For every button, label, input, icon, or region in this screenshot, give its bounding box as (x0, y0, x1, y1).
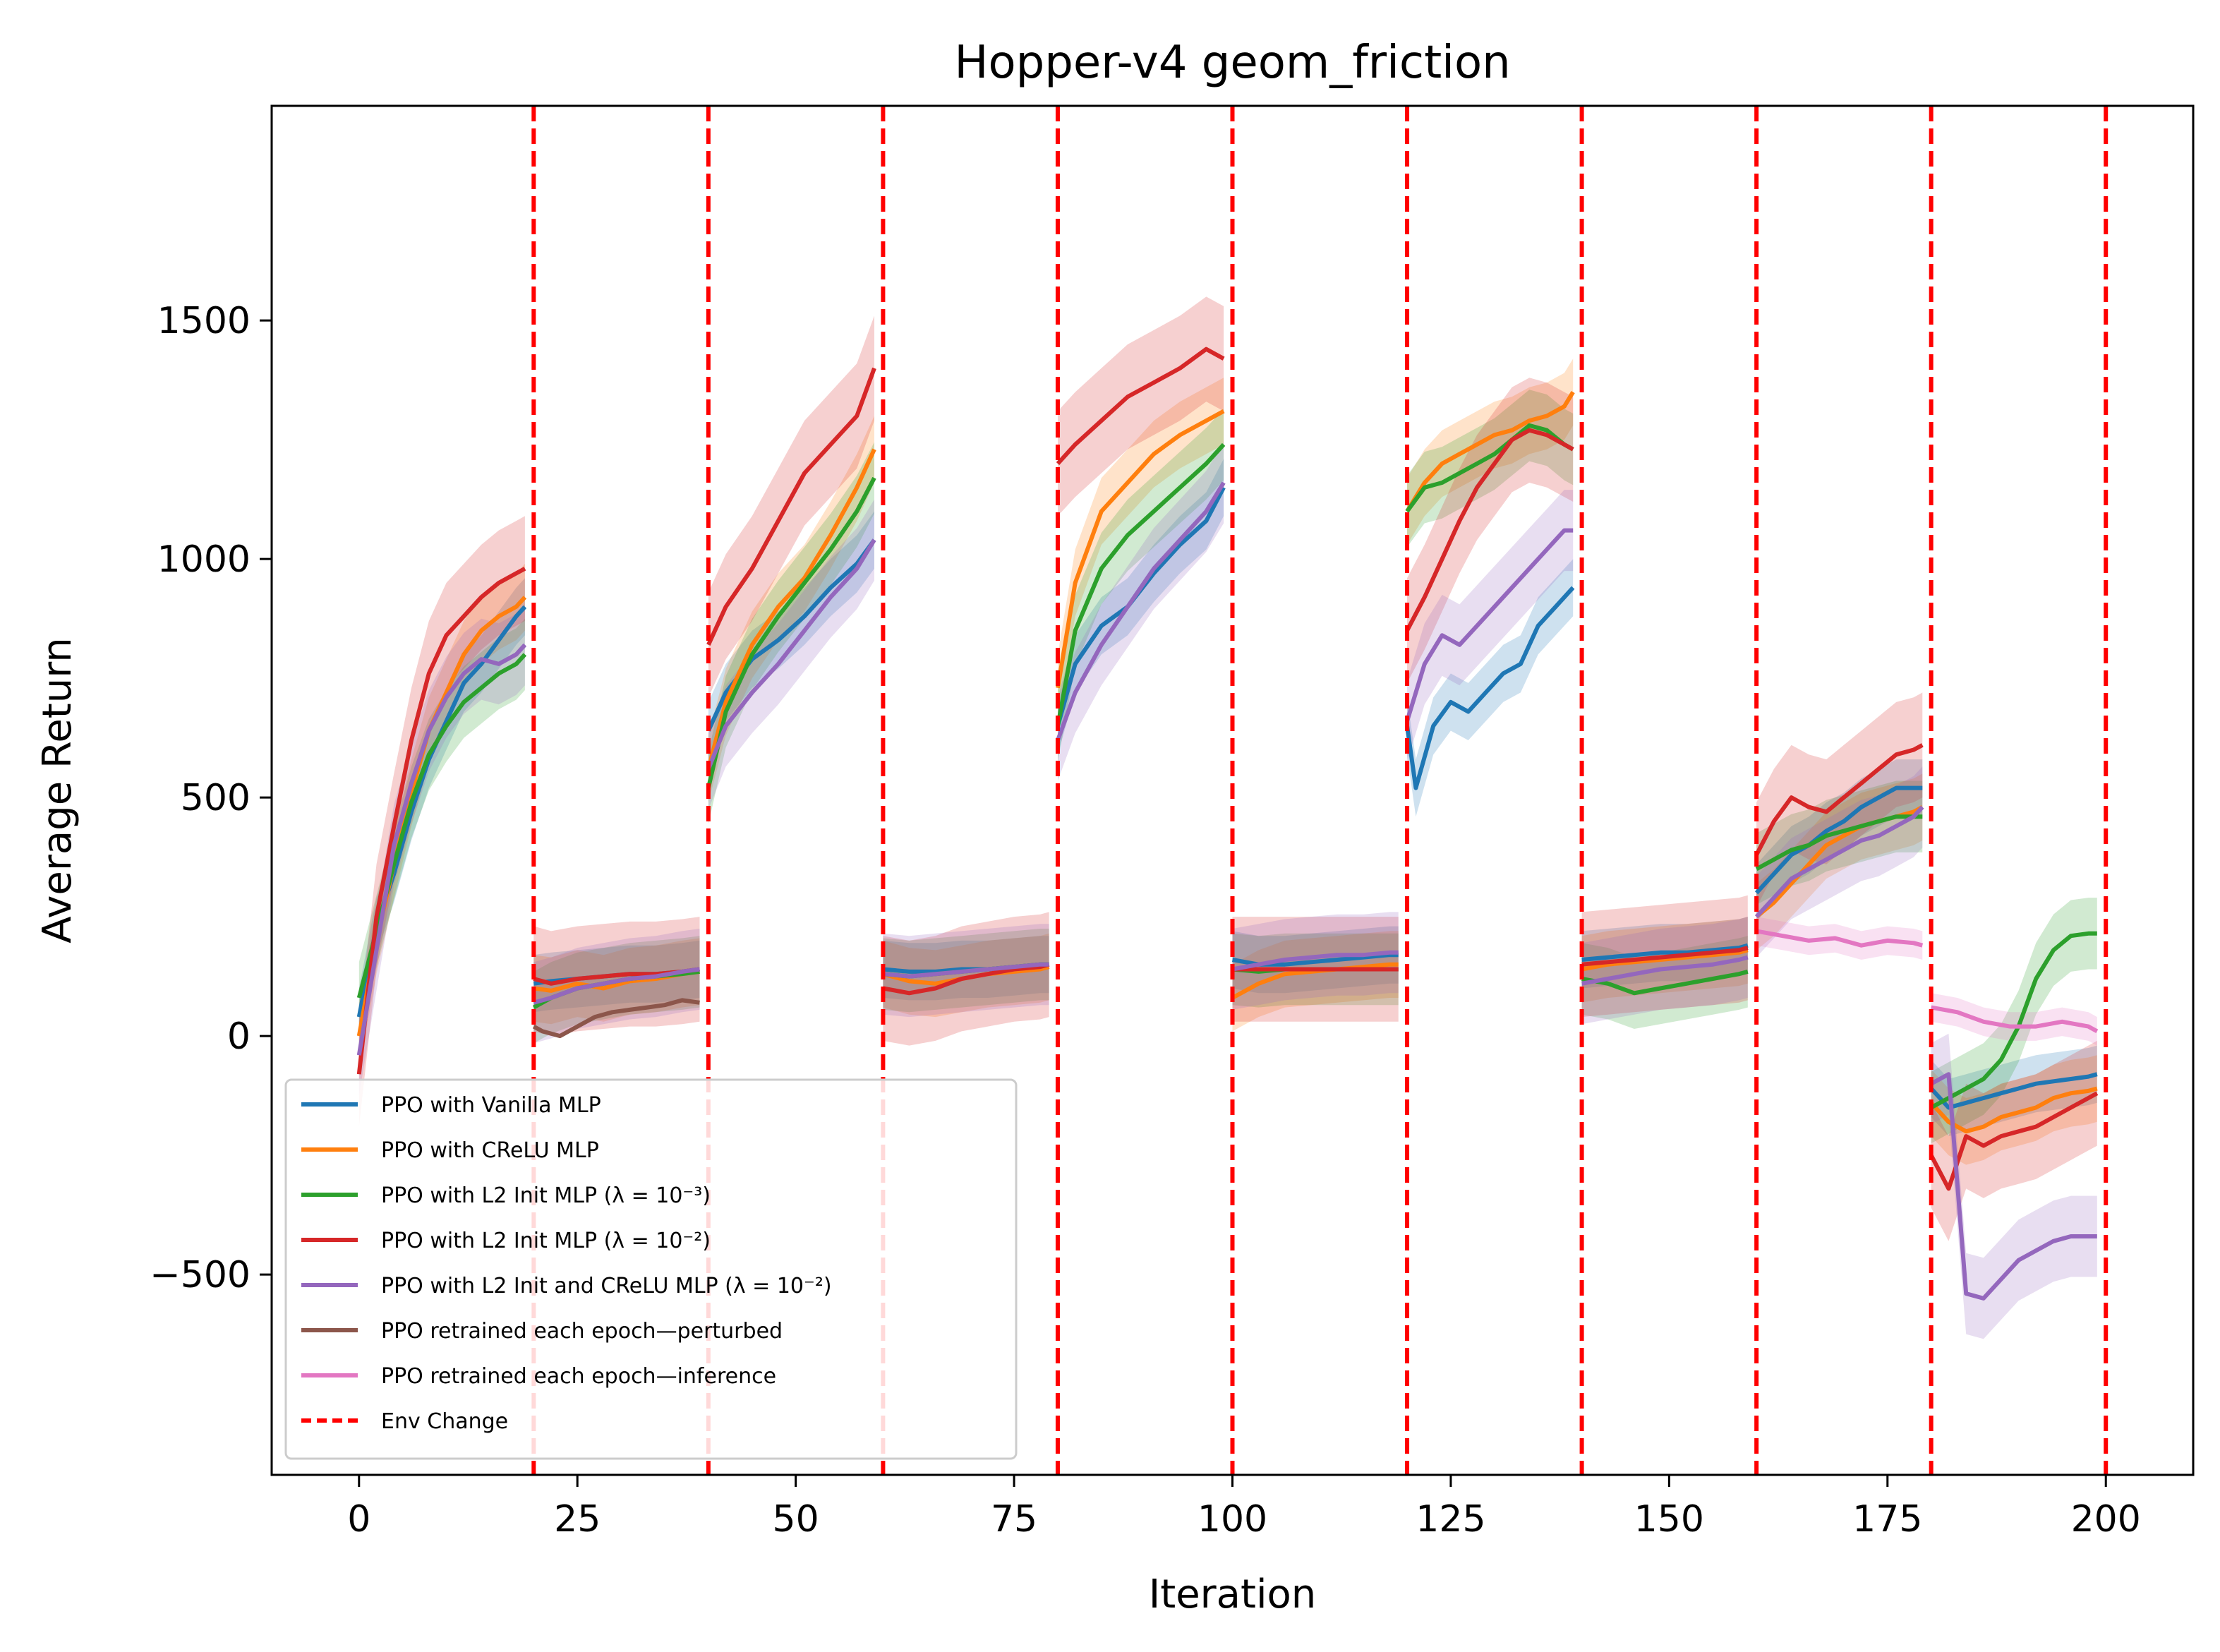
series-2-band (1058, 409, 1224, 762)
series-4-line (1056, 481, 1226, 742)
series-4-line (1754, 805, 1924, 919)
series-3-line (882, 962, 1050, 996)
x-tick-label: 125 (1416, 1498, 1485, 1541)
series-2-line (706, 476, 876, 789)
series-4-line (1231, 950, 1399, 972)
series-0-line (1405, 586, 1575, 790)
series-5-line (532, 998, 700, 1039)
x-tick-label: 0 (347, 1498, 370, 1541)
series-3-line (356, 567, 526, 1075)
series-4-band (1058, 442, 1224, 781)
series-1-line (1405, 391, 1575, 513)
y-tick-label: 1000 (157, 538, 251, 581)
series-6-band (1931, 993, 2097, 1046)
series-1-band (1407, 358, 1574, 545)
series-1-band (1756, 773, 1923, 951)
series-1-line (1581, 948, 1749, 972)
series-0-line (1929, 1072, 2098, 1110)
series-4-line (883, 962, 1049, 979)
lines-layer (356, 346, 2099, 1301)
legend-box (284, 1078, 1018, 1460)
y-axis-label: Average Return (35, 637, 80, 943)
x-tick-label: 25 (554, 1498, 601, 1541)
series-3-band (1058, 296, 1224, 517)
series-3-line (1056, 346, 1225, 466)
x-tick-label: 100 (1198, 1498, 1267, 1541)
series-4-band (1756, 766, 1923, 958)
legend-label: PPO with L2 Init and CReLU MLP (λ = 10⁻²… (381, 1274, 832, 1298)
series-3-band (708, 315, 874, 698)
y-tick-label: 0 (227, 1015, 251, 1058)
series-1-band (883, 933, 1049, 1018)
series-0-line (1581, 943, 1749, 962)
y-tick-label: −500 (150, 1254, 251, 1296)
series-4-line (356, 643, 527, 1056)
legend: PPO with Vanilla MLP PPO with CReLU MLP PP… (284, 1078, 1018, 1460)
series-4-line (1405, 528, 1574, 722)
series-3-line (1929, 1091, 2099, 1191)
series-1-line (706, 448, 876, 770)
x-tick-label: 175 (1852, 1498, 1922, 1541)
series-2-line (1405, 423, 1574, 513)
series-1-line (1929, 1086, 2098, 1134)
series-1-band (708, 416, 874, 802)
series-0-line (1754, 785, 1923, 895)
series-1-line (1056, 409, 1225, 689)
series-0-line (706, 538, 876, 732)
series-3-line (706, 367, 876, 646)
legend-label: PPO retrained each epoch—perturbed (381, 1319, 783, 1344)
series-3-line (1754, 743, 1924, 856)
series-0-band (708, 511, 874, 760)
x-tick-label: 75 (991, 1498, 1037, 1541)
x-tick-label: 200 (2071, 1498, 2141, 1541)
series-4-band (708, 499, 874, 809)
series-0-band (1058, 459, 1224, 755)
legend-label: PPO retrained each epoch—inference (381, 1364, 776, 1389)
series-4-band (1931, 1033, 2097, 1339)
y-tick-label: 500 (181, 777, 251, 819)
series-2-band (1931, 898, 2097, 1144)
legend-label: Env Change (381, 1409, 508, 1434)
series-4-line (1581, 955, 1749, 986)
y-axis-ticks: −500 0 500 1000 1500 (150, 300, 272, 1296)
legend-label: PPO with Vanilla MLP (381, 1093, 601, 1118)
series-4-line (706, 538, 876, 770)
series-4-line (533, 967, 700, 1005)
series-6-line (1756, 929, 1924, 948)
series-3-line (1405, 428, 1574, 632)
series-2-line (1056, 442, 1226, 727)
chart-title: Hopper-v4 geom_friction (954, 37, 1510, 89)
series-3-band (1931, 1040, 2097, 1241)
series-4-band (1407, 490, 1574, 762)
x-axis-label: Iteration (1149, 1572, 1317, 1617)
series-3-line (1581, 946, 1749, 967)
series-1-band (1058, 378, 1224, 721)
y-tick-label: 1500 (157, 300, 251, 342)
legend-label: PPO with L2 Init MLP (λ = 10⁻²) (381, 1229, 711, 1253)
legend-label: PPO with CReLU MLP (381, 1138, 599, 1163)
series-3-band (1407, 378, 1574, 683)
series-4-line (1930, 1072, 2097, 1301)
series-1-band (358, 563, 525, 1070)
env-change-layer (531, 106, 2109, 1475)
series-2-band (708, 442, 874, 824)
x-tick-label: 150 (1634, 1498, 1704, 1541)
series-2-line (1755, 814, 1923, 872)
legend-label: PPO with L2 Init MLP (λ = 10⁻³) (381, 1183, 711, 1208)
series-2-band (533, 936, 700, 1044)
x-axis-ticks: 0 25 50 75 100 125 150 175 200 (347, 1475, 2141, 1541)
series-6-line (1931, 1005, 2099, 1034)
series-2-line (1581, 970, 1749, 996)
x-tick-label: 50 (773, 1498, 819, 1541)
